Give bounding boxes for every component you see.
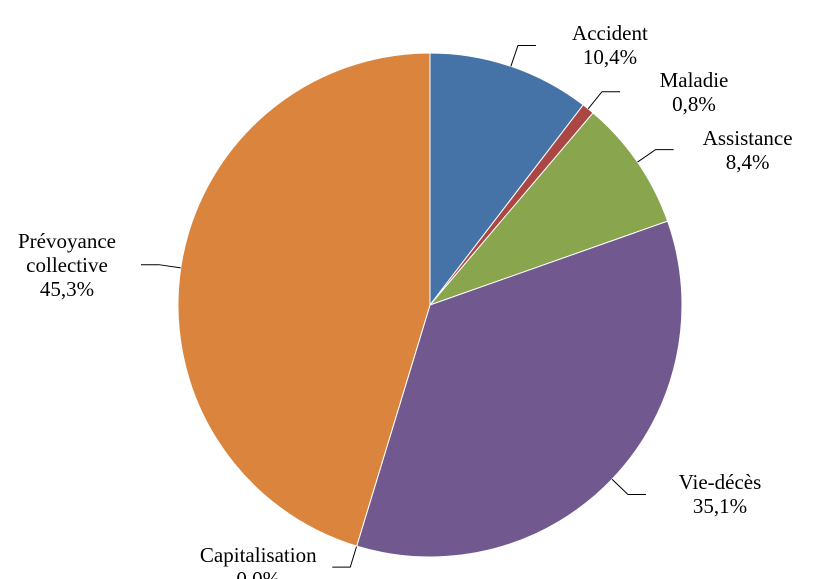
leader-line xyxy=(637,149,674,163)
category-label: Maladie xyxy=(659,67,729,92)
category-label: Capitalisation xyxy=(199,543,317,568)
data-label: Accident 10,4% xyxy=(540,21,680,69)
value-label: 10,4% xyxy=(582,45,638,70)
data-label: Maladie 0,8% xyxy=(624,68,764,116)
leader-line xyxy=(332,545,358,568)
leader-line xyxy=(140,264,181,269)
category-label: Prévoyance collective xyxy=(18,228,116,277)
value-label: 45,3% xyxy=(39,276,95,301)
data-label: Vie-décès 35,1% xyxy=(650,470,790,518)
category-label: Vie-décès xyxy=(678,470,762,495)
category-label: Assistance xyxy=(702,125,793,150)
pie-slice xyxy=(428,112,669,307)
value-label: 0,8% xyxy=(672,91,716,116)
leader-line xyxy=(611,478,646,495)
data-label: Prévoyance collective 45,3% xyxy=(0,229,137,301)
value-label: 0,0% xyxy=(188,567,328,579)
pie-slice xyxy=(177,52,431,547)
leader-line xyxy=(510,44,536,67)
data-label: Capitalisation0,0% xyxy=(188,543,328,579)
category-label: Accident xyxy=(572,21,648,46)
value-label: 8,4% xyxy=(725,149,770,174)
data-label: Assistance 8,4% xyxy=(678,126,818,174)
pie-slice xyxy=(429,52,584,307)
pie-slice xyxy=(356,220,683,558)
leader-line xyxy=(587,91,620,110)
value-label: 35,1% xyxy=(692,494,748,519)
